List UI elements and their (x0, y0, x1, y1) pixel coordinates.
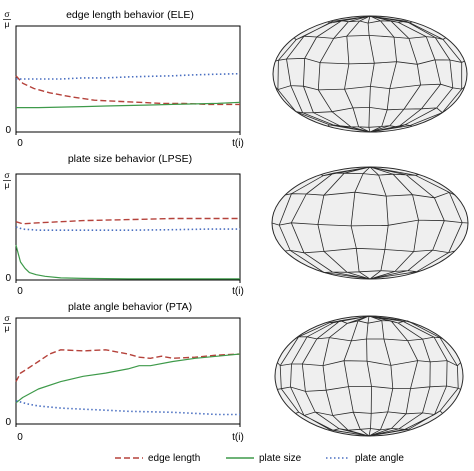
x-tick-zero-ele: 0 (17, 138, 23, 149)
ylabel-den-lpse: μ (5, 180, 10, 190)
plot-frame (15, 173, 241, 281)
mesh-edges (275, 15, 465, 133)
panel-title-ele: edge length behavior (ELE) (66, 9, 194, 21)
x-tick-zero-lpse: 0 (17, 286, 23, 297)
mesh-outline (274, 315, 464, 437)
plot-frame (15, 25, 241, 133)
ellipsoid-mesh-pta (274, 315, 464, 437)
series-line-plate-angle-lpse (15, 226, 240, 231)
ylabel-num-lpse: σ (4, 170, 10, 180)
panel-ele: edge length behavior (ELE) σ μ 0 0 t(i) (3, 9, 244, 149)
plot-area-pta (15, 317, 241, 427)
panel-lpse: plate size behavior (LPSE) σ μ 0 0 t(i) (3, 153, 244, 297)
panel-title-lpse: plate size behavior (LPSE) (68, 153, 192, 165)
series-line-plate-angle-ele (16, 72, 241, 80)
plot-area-ele (15, 25, 241, 135)
series-line-edge-length-lpse (15, 217, 240, 225)
y-tick-zero-pta: 0 (5, 417, 11, 428)
ylabel-den-pta: μ (5, 323, 10, 333)
x-label-pta: t(i) (232, 432, 244, 443)
plot-frame (15, 317, 241, 425)
ellipsoid-mesh-lpse (271, 166, 469, 280)
legend-label-plate-size: plate size (259, 453, 302, 464)
ylabel-num-pta: σ (4, 313, 10, 323)
panel-title-pta: plate angle behavior (PTA) (68, 301, 192, 313)
x-tick-zero-pta: 0 (17, 432, 23, 443)
ylabel-num-ele: σ (4, 9, 10, 19)
series-line-edge-length-pta (15, 349, 241, 382)
y-tick-zero-lpse: 0 (5, 273, 11, 284)
ylabel-den-ele: μ (5, 19, 10, 29)
legend-label-plate-angle: plate angle (355, 453, 404, 464)
y-tick-zero-ele: 0 (5, 125, 11, 136)
mesh-edges (277, 315, 461, 437)
mesh-edges (271, 166, 469, 280)
ellipsoid-mesh-ele (272, 15, 468, 133)
series-line-plate-size-ele (16, 101, 241, 109)
x-label-lpse: t(i) (232, 286, 244, 297)
series-line-plate-size-lpse (15, 244, 240, 280)
legend-label-edge-length: edge length (148, 453, 200, 464)
series-line-plate-size-pta (15, 353, 241, 404)
mesh-outline (271, 166, 469, 280)
x-label-ele: t(i) (232, 138, 244, 149)
series-line-plate-angle-pta (15, 399, 240, 416)
plot-area-lpse (15, 173, 241, 283)
series-line-edge-length-ele (15, 75, 240, 106)
panel-pta: plate angle behavior (PTA) σ μ 0 0 t(i) (3, 301, 244, 443)
legend: edge length plate size plate angle (115, 453, 404, 464)
